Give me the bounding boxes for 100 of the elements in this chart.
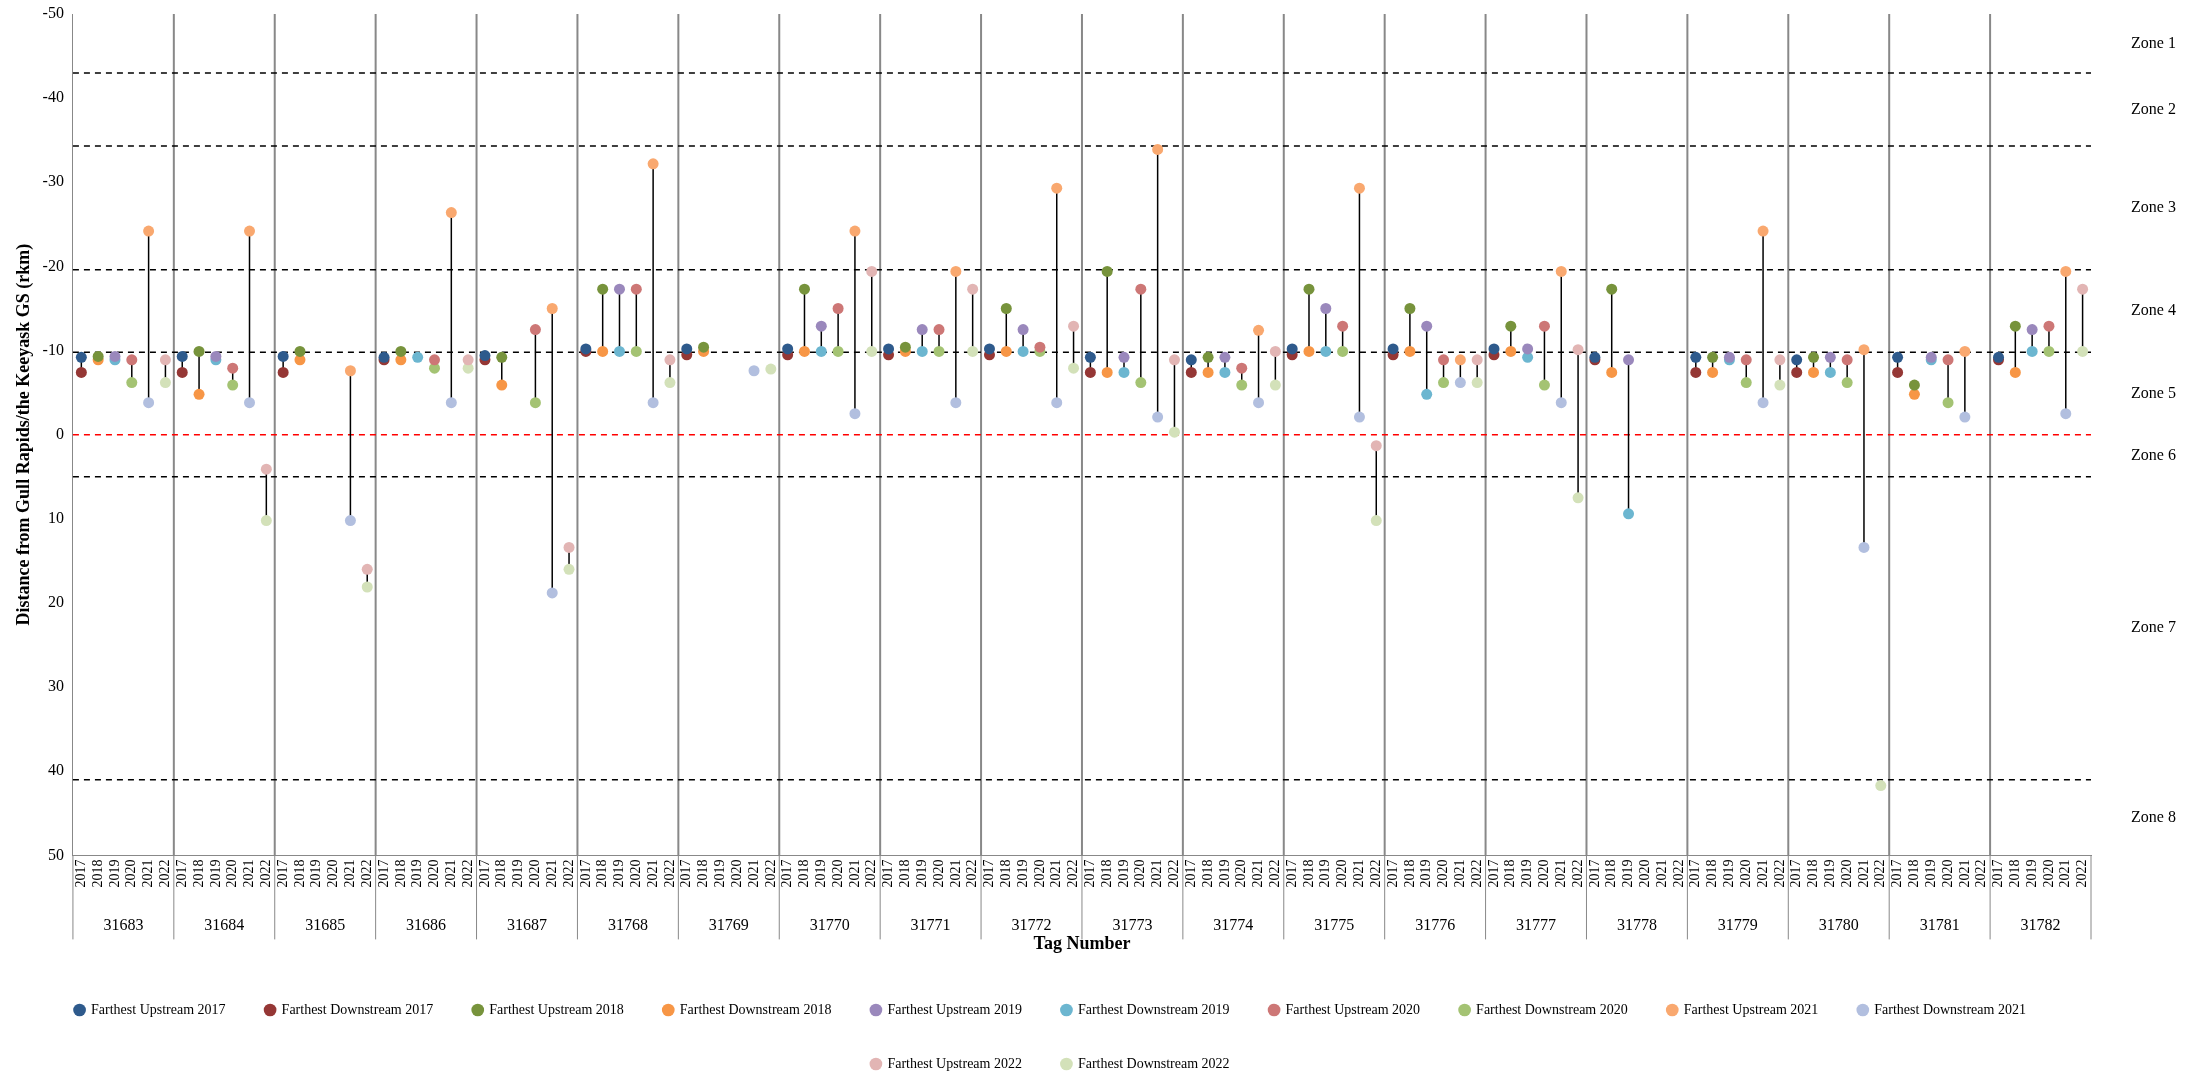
x-tick-label: 2020 bbox=[1737, 859, 1753, 888]
x-tick-label: 2019 bbox=[1721, 859, 1737, 888]
legend-label: Farthest Upstream 2022 bbox=[887, 1055, 1022, 1071]
x-tick-label: 2018 bbox=[1098, 859, 1114, 888]
text: 31770 bbox=[809, 915, 850, 933]
x-tick-label: 2019 bbox=[1620, 859, 1636, 888]
text: 31779 bbox=[1717, 915, 1758, 933]
x-tick-label: 2020 bbox=[426, 859, 442, 888]
x-tick-label: 2020 bbox=[1132, 859, 1148, 888]
x-tick-label: 2020 bbox=[728, 859, 744, 888]
text: Zone 7 bbox=[2131, 618, 2176, 636]
x-tick-label: 2017 bbox=[1788, 859, 1804, 888]
x-tick-label: 2022 bbox=[2074, 859, 2090, 888]
text: 31686 bbox=[406, 915, 447, 933]
x-tick-label: 2017 bbox=[1283, 859, 1299, 888]
x-tick-label: 2018 bbox=[493, 859, 509, 888]
x-tick-label: 2020 bbox=[2040, 859, 2056, 888]
x-tick-label: 2021 bbox=[1452, 859, 1468, 888]
text: Zone 8 bbox=[2131, 807, 2176, 825]
text: 31687 bbox=[506, 915, 547, 933]
text: 31778 bbox=[1616, 915, 1657, 933]
x-tick-label: 2022 bbox=[157, 859, 173, 888]
legend-label: Farthest Upstream 2020 bbox=[1285, 1001, 1421, 1017]
y-tick-label: -30 bbox=[42, 172, 64, 190]
x-tick-label: 2022 bbox=[661, 859, 677, 888]
y-tick-label: -20 bbox=[42, 256, 64, 274]
text: Zone 3 bbox=[2131, 198, 2176, 216]
x-tick-label: 2019 bbox=[1922, 859, 1938, 888]
text: 31685 bbox=[305, 915, 346, 933]
x-tick-label: 2020 bbox=[1637, 859, 1653, 888]
x-tick-label: 2022 bbox=[1569, 859, 1585, 888]
legend-label: Farthest Upstream 2017 bbox=[91, 1001, 226, 1017]
x-tick-label: 2020 bbox=[1233, 859, 1249, 888]
x-tick-label: 2017 bbox=[173, 859, 189, 888]
legend-label: Farthest Upstream 2018 bbox=[489, 1001, 624, 1017]
legend-label: Farthest Upstream 2021 bbox=[1683, 1001, 1819, 1017]
x-tick-label: 2018 bbox=[392, 859, 408, 888]
x-tick-label: 2019 bbox=[510, 859, 526, 888]
y-tick-label: 0 bbox=[55, 424, 64, 442]
x-tick-label: 2020 bbox=[1334, 859, 1350, 888]
x-tick-label: 2020 bbox=[1536, 859, 1552, 888]
x-tick-label: 2021 bbox=[1149, 859, 1165, 888]
x-tick-label: 2017 bbox=[880, 859, 896, 888]
x-tick-label: 2022 bbox=[1166, 859, 1182, 888]
x-tick-label: 2022 bbox=[258, 859, 273, 888]
x-tick-label: 2019 bbox=[1317, 859, 1333, 888]
text: 31771 bbox=[910, 915, 951, 933]
x-tick-label: 2019 bbox=[1216, 859, 1232, 888]
x-tick-label: 2019 bbox=[712, 859, 728, 888]
text: 31769 bbox=[708, 915, 749, 933]
text: 31768 bbox=[607, 915, 648, 933]
x-tick-label: 2018 bbox=[1300, 859, 1316, 888]
x-tick-label: 2019 bbox=[207, 859, 223, 888]
x-tick-label: 2019 bbox=[1014, 859, 1030, 888]
x-tick-label: 2022 bbox=[1065, 859, 1081, 888]
x-tick-label: 2018 bbox=[594, 859, 610, 888]
x-tick-label: 2021 bbox=[1855, 859, 1871, 888]
x-tick-label: 2022 bbox=[1872, 859, 1888, 888]
x-tick-label: 2017 bbox=[678, 859, 694, 888]
text: 31780 bbox=[1818, 915, 1859, 933]
x-tick-label: 2017 bbox=[1182, 859, 1198, 888]
text: Zone 1 bbox=[2131, 33, 2176, 51]
x-tick-label: 2022 bbox=[1670, 859, 1686, 888]
x-tick-label: 2021 bbox=[140, 859, 156, 888]
x-tick-label: 2019 bbox=[1519, 859, 1535, 888]
y-tick-label: -50 bbox=[42, 4, 64, 22]
x-tick-label: 2017 bbox=[1990, 859, 2006, 888]
x-tick-label: 2017 bbox=[1586, 859, 1602, 888]
x-tick-label: 2021 bbox=[846, 859, 862, 888]
x-tick-label: 2019 bbox=[1115, 859, 1131, 888]
x-tick-label: 2017 bbox=[1889, 859, 1905, 888]
x-tick-label: 2020 bbox=[1435, 859, 1451, 888]
x-tick-label: 2021 bbox=[442, 859, 458, 888]
x-tick-label: 2019 bbox=[409, 859, 425, 888]
x-tick-label: 2022 bbox=[459, 859, 475, 888]
y-tick-label: 20 bbox=[47, 593, 64, 611]
x-tick-label: 2018 bbox=[2006, 859, 2022, 888]
x-tick-label: 2020 bbox=[627, 859, 643, 888]
text: 31774 bbox=[1213, 915, 1254, 933]
x-tick-label: 2022 bbox=[358, 859, 374, 888]
x-tick-label: 2021 bbox=[2057, 859, 2073, 888]
legend-label: Farthest Downstream 2020 bbox=[1476, 1001, 1628, 1017]
text: Zone 4 bbox=[2131, 301, 2176, 319]
text: 31781 bbox=[1919, 915, 1960, 933]
y-axis-title: Distance from Gull Rapids/the Keeyask GS (rkm) bbox=[13, 243, 35, 626]
x-tick-label: 2020 bbox=[527, 859, 543, 888]
x-tick-label: 2017 bbox=[73, 859, 89, 888]
x-tick-label: 2022 bbox=[762, 859, 778, 888]
x-tick-label: 2022 bbox=[560, 859, 576, 888]
legend-label: Farthest Upstream 2019 bbox=[887, 1001, 1022, 1017]
x-tick-label: 2020 bbox=[123, 859, 139, 888]
text: 31684 bbox=[204, 915, 245, 933]
x-tick-label: 2021 bbox=[1351, 859, 1367, 888]
x-tick-label: 2018 bbox=[796, 859, 812, 888]
text: 31776 bbox=[1415, 915, 1456, 933]
x-tick-label: 2019 bbox=[1822, 859, 1837, 888]
x-tick-label: 2018 bbox=[1401, 859, 1417, 888]
y-tick-label: -40 bbox=[42, 88, 64, 106]
legend-label: Farthest Downstream 2021 bbox=[1874, 1001, 2026, 1017]
x-tick-label: 2019 bbox=[913, 859, 929, 888]
